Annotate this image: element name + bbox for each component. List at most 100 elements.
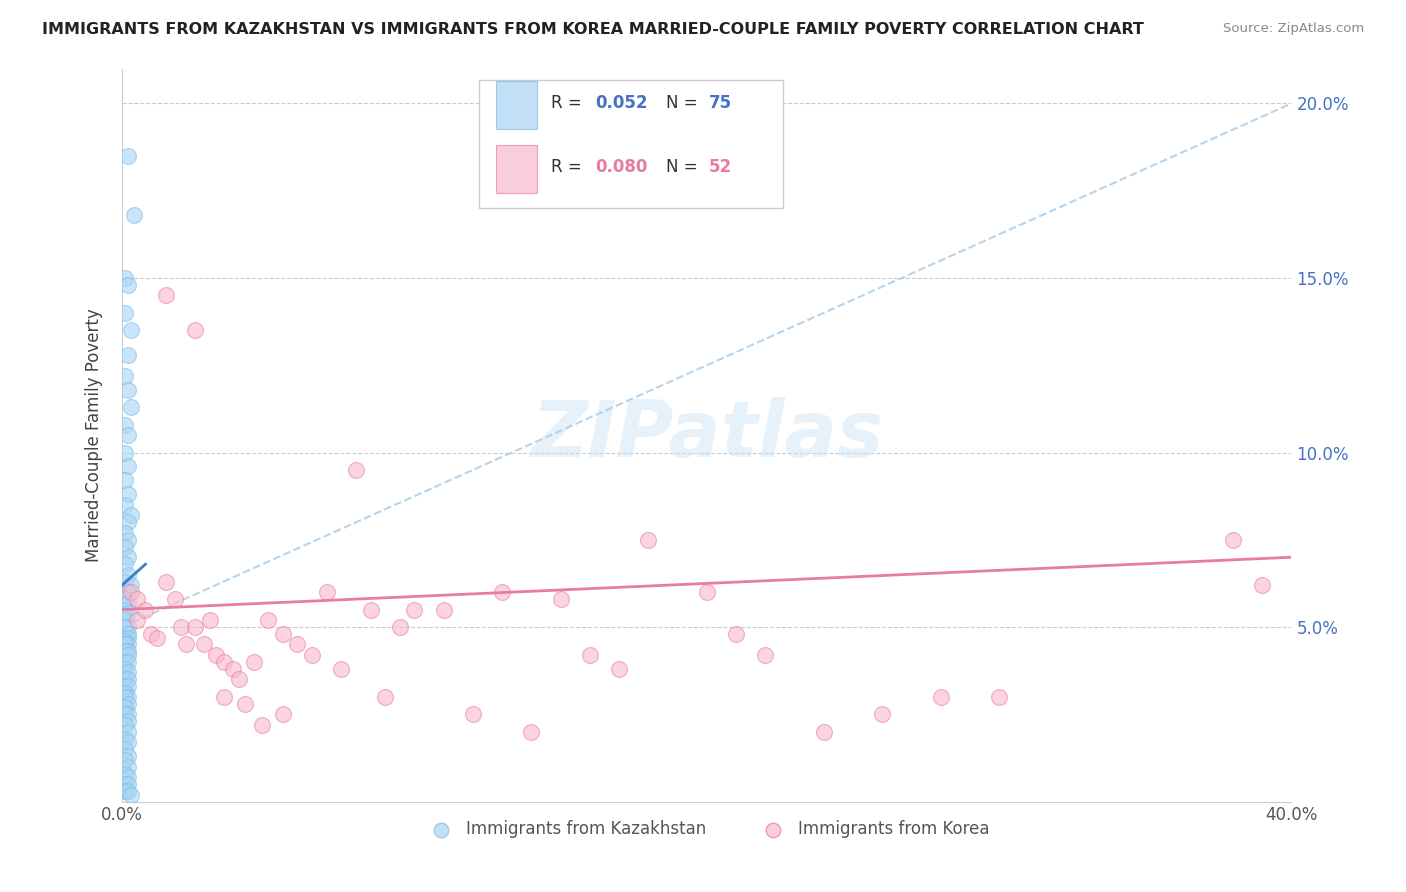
Point bbox=[929, 690, 952, 704]
Point bbox=[193, 638, 215, 652]
Point bbox=[117, 596, 139, 610]
Point bbox=[1251, 578, 1274, 592]
Point bbox=[176, 638, 198, 652]
Point bbox=[301, 648, 323, 662]
Point bbox=[117, 697, 139, 711]
Point bbox=[114, 574, 136, 589]
Point bbox=[114, 540, 136, 554]
Point bbox=[114, 368, 136, 383]
Point bbox=[146, 631, 169, 645]
Point bbox=[374, 690, 396, 704]
Point bbox=[114, 474, 136, 488]
Point bbox=[117, 487, 139, 501]
Text: Source: ZipAtlas.com: Source: ZipAtlas.com bbox=[1223, 22, 1364, 36]
Text: IMMIGRANTS FROM KAZAKHSTAN VS IMMIGRANTS FROM KOREA MARRIED-COUPLE FAMILY POVERT: IMMIGRANTS FROM KAZAKHSTAN VS IMMIGRANTS… bbox=[42, 22, 1144, 37]
Point bbox=[114, 498, 136, 512]
Point bbox=[520, 724, 543, 739]
Point bbox=[257, 613, 280, 627]
Point bbox=[120, 585, 142, 599]
Point bbox=[114, 644, 136, 658]
Point bbox=[724, 627, 747, 641]
Point bbox=[120, 578, 142, 592]
Point bbox=[491, 585, 513, 599]
Point bbox=[169, 620, 191, 634]
Point bbox=[114, 662, 136, 676]
Point bbox=[117, 644, 139, 658]
Point bbox=[228, 673, 250, 687]
Point bbox=[1222, 533, 1244, 547]
Point bbox=[134, 602, 156, 616]
Point bbox=[287, 638, 309, 652]
Point bbox=[114, 718, 136, 732]
Point bbox=[578, 648, 600, 662]
Point bbox=[125, 592, 148, 607]
Point bbox=[114, 707, 136, 722]
FancyBboxPatch shape bbox=[478, 79, 783, 208]
Point bbox=[155, 288, 177, 302]
Point bbox=[114, 271, 136, 285]
Text: 75: 75 bbox=[709, 95, 733, 112]
Point bbox=[330, 662, 353, 676]
Text: 0.052: 0.052 bbox=[596, 95, 648, 112]
Point bbox=[271, 627, 294, 641]
Point bbox=[114, 638, 136, 652]
Point bbox=[114, 613, 136, 627]
Point bbox=[198, 613, 221, 627]
Point bbox=[222, 662, 245, 676]
Point bbox=[114, 777, 136, 791]
Point bbox=[242, 655, 264, 669]
Point bbox=[117, 679, 139, 693]
Point bbox=[114, 784, 136, 798]
Legend: Immigrants from Kazakhstan, Immigrants from Korea: Immigrants from Kazakhstan, Immigrants f… bbox=[418, 814, 995, 845]
Point bbox=[184, 620, 207, 634]
Point bbox=[117, 606, 139, 620]
Point bbox=[433, 602, 456, 616]
Text: N =: N = bbox=[666, 95, 703, 112]
Point bbox=[461, 707, 484, 722]
Point bbox=[125, 613, 148, 627]
Point bbox=[404, 602, 426, 616]
Point bbox=[117, 749, 139, 764]
Text: 52: 52 bbox=[709, 159, 733, 177]
Point bbox=[117, 277, 139, 292]
Point bbox=[117, 770, 139, 784]
FancyBboxPatch shape bbox=[496, 81, 537, 129]
Point bbox=[637, 533, 659, 547]
Point bbox=[114, 558, 136, 572]
Point bbox=[117, 707, 139, 722]
Text: 0.080: 0.080 bbox=[596, 159, 648, 177]
Text: N =: N = bbox=[666, 159, 703, 177]
Point bbox=[114, 679, 136, 693]
Point bbox=[117, 655, 139, 669]
Point bbox=[122, 208, 145, 222]
Point bbox=[754, 648, 776, 662]
Point bbox=[117, 690, 139, 704]
Point bbox=[315, 585, 337, 599]
Point bbox=[117, 648, 139, 662]
Point bbox=[214, 690, 236, 704]
Point bbox=[163, 592, 186, 607]
Point bbox=[214, 655, 236, 669]
Point bbox=[344, 463, 367, 477]
Point bbox=[607, 662, 630, 676]
Point bbox=[114, 417, 136, 432]
Point bbox=[114, 445, 136, 459]
Point bbox=[117, 567, 139, 582]
Text: R =: R = bbox=[551, 159, 588, 177]
Point bbox=[141, 627, 163, 641]
Point bbox=[155, 574, 177, 589]
Point bbox=[117, 665, 139, 680]
Point bbox=[117, 428, 139, 442]
Point bbox=[114, 766, 136, 780]
Text: ZIPatlas: ZIPatlas bbox=[530, 397, 883, 473]
Point bbox=[117, 714, 139, 729]
Text: R =: R = bbox=[551, 95, 588, 112]
Point bbox=[114, 686, 136, 700]
Point bbox=[813, 724, 835, 739]
Point bbox=[696, 585, 718, 599]
Point bbox=[120, 323, 142, 337]
Point bbox=[117, 585, 139, 599]
Point bbox=[114, 690, 136, 704]
Point bbox=[360, 602, 382, 616]
Point bbox=[117, 735, 139, 749]
